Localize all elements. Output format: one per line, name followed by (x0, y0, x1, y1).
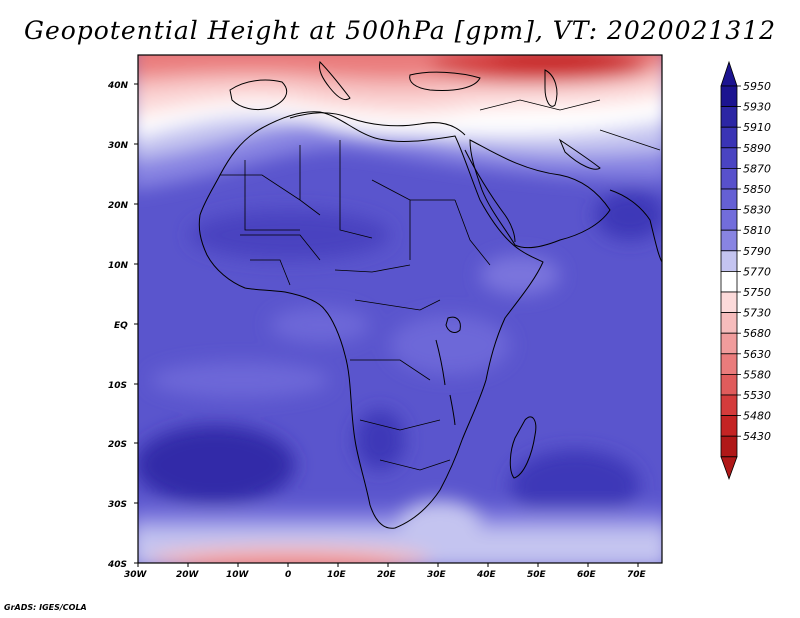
india-coast (609, 189, 662, 263)
anatolia (409, 71, 481, 91)
colorbar-segment (720, 106, 738, 128)
colorbar-segment (720, 126, 738, 149)
colorbar-segment (720, 209, 738, 231)
colorbar-segment (720, 188, 738, 211)
colorbar-segment (720, 435, 738, 458)
red-sea (464, 149, 516, 243)
iberia (229, 79, 288, 111)
colorbar-segment (720, 291, 738, 314)
africa-coastline (198, 111, 544, 529)
plot-frame (137, 54, 663, 564)
borders (220, 99, 661, 471)
lat-label: 40N (107, 81, 129, 91)
lon-label: 20W (176, 570, 200, 580)
lon-label: 10E (327, 570, 347, 580)
colorbar-segment (720, 332, 738, 355)
colorbar-segment (720, 415, 738, 437)
madagascar (509, 416, 537, 479)
coastlines (198, 61, 662, 529)
high-south-indian (510, 450, 640, 520)
colorbar-label: 5580 (743, 368, 771, 381)
caspian-sea (544, 69, 558, 107)
lat-label: 10S (108, 381, 127, 391)
colorbar-label: 5870 (743, 162, 771, 175)
colorbar-label: 5790 (743, 245, 771, 258)
italy (319, 61, 351, 101)
colorbar-segment (720, 167, 738, 190)
lat-label: 40S (107, 560, 127, 570)
lon-label: 40E (476, 570, 497, 580)
colorbar-label: 5750 (743, 286, 771, 299)
colorbar-label: 5680 (743, 327, 771, 340)
colorbar-label: 5890 (743, 142, 771, 155)
mediterranean-coast (289, 112, 466, 136)
colorbar-label: 5480 (743, 410, 771, 423)
colorbar-label: 5770 (743, 265, 771, 278)
colorbar-label: 5730 (743, 307, 771, 320)
colorbar-segment (720, 312, 738, 334)
lon-label: 20E (377, 570, 397, 580)
axis-ticks (134, 83, 639, 567)
colorbar-label: 5910 (743, 121, 771, 134)
colorbar-segment (720, 85, 738, 108)
lake-victoria (445, 316, 461, 333)
map-title: Geopotential Height at 500hPa [gpm], VT:… (23, 16, 777, 45)
lake-malawi (449, 394, 456, 426)
colorbar-arrow-top (720, 60, 738, 87)
colorbar: 5950 5930 5910 5890 5870 5850 5830 5810 5790 5770… (720, 60, 771, 480)
colorbar-label: 5430 (743, 430, 771, 443)
colorbar-segment (720, 353, 738, 375)
lon-label: 30W (124, 570, 148, 580)
colorbar-segment (720, 147, 738, 169)
lat-label: EQ (114, 321, 128, 331)
lon-label: 30E (427, 570, 447, 580)
lake-tanganyika (435, 339, 446, 386)
colorbar-label: 5950 (743, 80, 771, 93)
colorbar-label: 5810 (743, 224, 771, 237)
arabian-peninsula (469, 139, 611, 249)
lat-label: 30S (108, 500, 127, 510)
lon-label: 60E (577, 570, 597, 580)
persian-gulf (558, 138, 601, 170)
high-south-atlantic (138, 425, 295, 505)
colorbar-segment (720, 394, 738, 417)
colorbar-segment (720, 229, 738, 252)
lat-labels: 40N 30N 20N 10N EQ 10S 20S 30S 40S (107, 81, 129, 570)
colorbar-label: 5830 (743, 204, 771, 217)
lon-label: 50E (527, 570, 547, 580)
geopotential-field (138, 55, 662, 563)
lat-label: 20S (108, 440, 127, 450)
colorbar-segment (720, 270, 738, 293)
credit-label: GrADS: IGES/COLA (4, 603, 87, 612)
lat-label: 20N (108, 201, 129, 211)
colorbar-label: 5630 (743, 348, 771, 361)
lat-label: 30N (108, 141, 129, 151)
lat-label: 10N (108, 261, 129, 271)
lon-labels: 30W 20W 10W 0 10E 20E 30E 40E 50E 60E 70… (124, 570, 647, 580)
lon-label: 10W (226, 570, 250, 580)
colorbar-label: 5530 (743, 389, 771, 402)
colorbar-label: 5930 (743, 101, 771, 114)
colorbar-segment (720, 250, 738, 272)
colorbar-label: 5850 (743, 183, 771, 196)
lon-label: 70E (627, 570, 647, 580)
lon-label: 0 (285, 570, 291, 580)
colorbar-segment (720, 373, 738, 396)
colorbar-arrow-bottom (720, 456, 738, 480)
